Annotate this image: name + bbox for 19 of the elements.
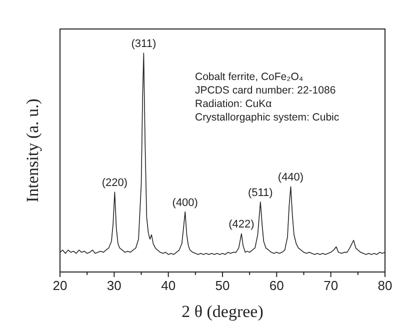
x-tick-label: 40 xyxy=(161,278,176,293)
annotation: JPCDS card number: 22-1086 xyxy=(195,84,336,96)
annotation: (311) xyxy=(131,38,156,50)
annotation: (511) xyxy=(248,186,273,199)
x-tick-label: 80 xyxy=(378,278,392,293)
annotation: (440) xyxy=(278,172,304,184)
x-axis-title: 2 θ (degree) xyxy=(182,302,264,321)
annotation: (220) xyxy=(102,177,128,190)
annotation: Radiation: CuKα xyxy=(195,98,272,110)
x-tick-label: 60 xyxy=(269,278,284,293)
annotation: Cobalt ferrite, CoFe₂O₄ xyxy=(195,71,304,83)
annotation: Crystallorgaphic system: Cubic xyxy=(195,112,340,124)
x-tick-label: 70 xyxy=(324,278,338,293)
x-tick-label: 20 xyxy=(52,278,68,293)
x-tick-label: 50 xyxy=(215,278,230,293)
x-tick-label: 30 xyxy=(106,278,122,293)
annotation: (422) xyxy=(228,218,254,231)
y-axis-title: Intensity (a. u.) xyxy=(23,98,42,202)
annotation: (400) xyxy=(172,196,198,209)
